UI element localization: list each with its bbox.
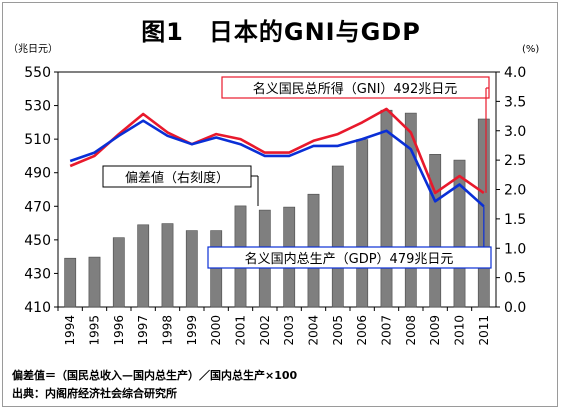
x-tick-1994: 1994 (63, 315, 77, 346)
right-tick-label: 0.0 (504, 300, 526, 316)
x-tick-1995: 1995 (88, 315, 102, 346)
left-unit-label: （兆日元） (8, 43, 58, 55)
x-tick-2009: 2009 (428, 315, 442, 346)
bar-2006 (356, 139, 369, 308)
bar-1997 (137, 224, 150, 308)
left-tick-label: 470 (24, 199, 51, 215)
left-tick-label: 410 (24, 300, 51, 316)
left-tick-label: 530 (24, 99, 51, 115)
left-tick-label: 490 (24, 166, 51, 182)
right-tick-label: 2.0 (504, 183, 526, 199)
bar-2010 (453, 159, 466, 308)
x-tick-2000: 2000 (209, 315, 223, 346)
bar-2007 (380, 109, 393, 308)
gni-label: 名义国民总所得（GNI）492兆日元 (253, 81, 457, 97)
gni-line (69, 107, 485, 195)
left-tick-label: 450 (24, 233, 51, 249)
x-tick-2010: 2010 (453, 315, 467, 346)
bar-1995 (88, 256, 101, 308)
gdp-label: 名义国内总生产（GDP）479兆日元 (245, 251, 454, 267)
right-unit-label: (%) (522, 44, 539, 55)
left-tick-label: 430 (24, 266, 51, 282)
bar-1996 (112, 237, 125, 308)
bar-1998 (161, 223, 174, 308)
bar-2005 (331, 165, 344, 308)
x-tick-1997: 1997 (136, 315, 150, 346)
gdp-label-box (207, 246, 492, 269)
x-tick-2001: 2001 (234, 315, 248, 346)
source-note: 出典：内阁府经济社会综合研究所 (12, 387, 177, 400)
x-tick-2005: 2005 (331, 315, 345, 346)
x-tick-1999: 1999 (185, 315, 199, 346)
right-tick-label: 2.5 (504, 153, 526, 169)
left-tick-label: 550 (24, 65, 51, 81)
x-tick-2002: 2002 (258, 315, 272, 346)
right-tick-label: 4.0 (504, 65, 526, 81)
bar-label: 偏差値（右刻度） (125, 170, 229, 186)
bar-2009 (429, 154, 442, 308)
right-tick-label: 1.5 (504, 212, 526, 228)
line-series (69, 107, 485, 208)
bar-2000 (210, 230, 223, 308)
x-tick-2011: 2011 (477, 315, 491, 346)
x-tick-1998: 1998 (161, 315, 175, 346)
bar-2008 (404, 112, 417, 308)
formula-note: 偏差值＝（国民总收入—国内总生产）／国内总生产×100 (12, 369, 298, 382)
x-tick-1996: 1996 (112, 315, 126, 346)
right-tick-label: 0.5 (504, 271, 526, 287)
right-tick-label: 3.5 (504, 94, 526, 110)
left-tick-label: 510 (24, 132, 51, 148)
x-tick-2004: 2004 (307, 315, 321, 346)
bar-1994 (64, 257, 77, 308)
x-tick-2006: 2006 (355, 315, 369, 346)
x-tick-2007: 2007 (380, 315, 394, 346)
bar-1999 (185, 230, 198, 308)
chart-title: 图1 日本的GNI与GDP (141, 18, 421, 46)
x-tick-2008: 2008 (404, 315, 418, 346)
x-tick-2003: 2003 (282, 315, 296, 346)
right-tick-label: 3.0 (504, 124, 526, 140)
right-tick-label: 1.0 (504, 241, 526, 257)
gdp-line (69, 119, 485, 208)
